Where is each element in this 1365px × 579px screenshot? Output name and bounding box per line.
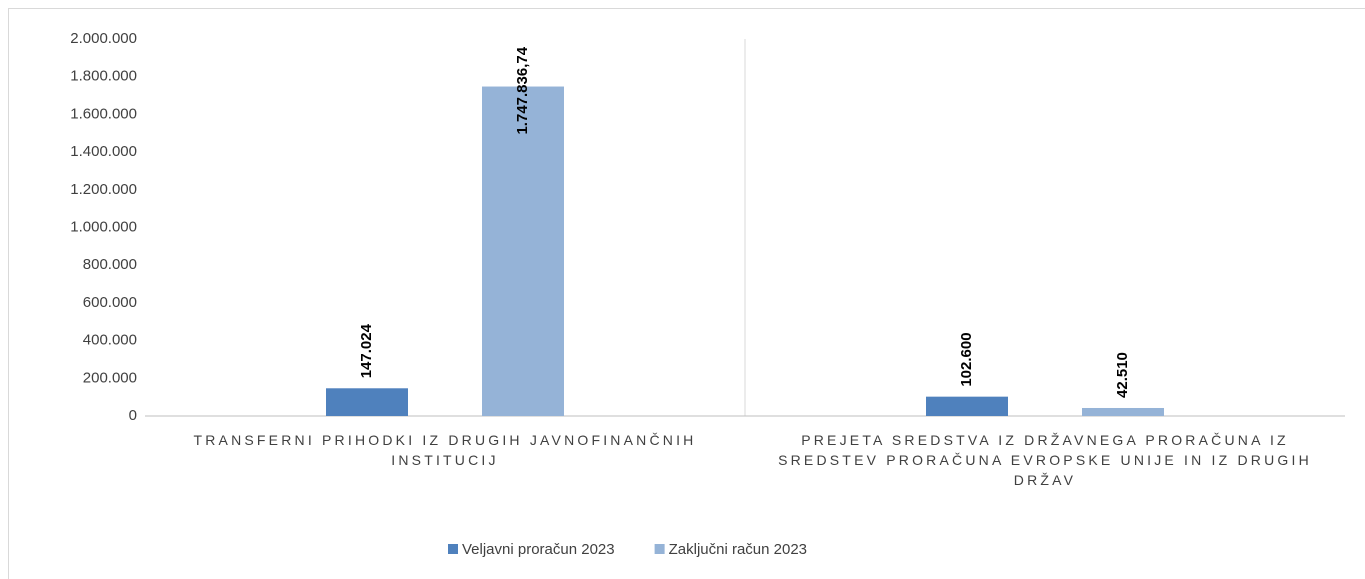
y-tick-label: 1.400.000 bbox=[70, 143, 137, 160]
y-tick-label: 800.000 bbox=[83, 256, 137, 273]
bar bbox=[482, 86, 564, 416]
y-tick-label: 0 bbox=[129, 407, 137, 424]
chart-border bbox=[8, 8, 1365, 579]
y-tick-label: 1.600.000 bbox=[70, 105, 137, 122]
x-tick-label: TRANSFERNI PRIHODKI IZ DRUGIH JAVNOFINAN… bbox=[193, 432, 697, 468]
data-label: 42.510 bbox=[1114, 352, 1131, 398]
data-label: 147.024 bbox=[358, 323, 375, 378]
y-tick-label: 1.200.000 bbox=[70, 181, 137, 198]
data-label: 1.747.836,74 bbox=[514, 46, 531, 134]
bar bbox=[926, 396, 1008, 416]
data-label: 102.600 bbox=[958, 332, 975, 386]
bar bbox=[326, 388, 408, 416]
y-tick-label: 2.000.000 bbox=[70, 30, 137, 47]
y-tick-label: 1.000.000 bbox=[70, 218, 137, 235]
y-tick-label: 600.000 bbox=[83, 294, 137, 311]
x-tick-label: PREJETA SREDSTVA IZ DRŽAVNEGA PRORAČUNA … bbox=[778, 432, 1312, 488]
legend-label: Zaključni račun 2023 bbox=[669, 541, 807, 558]
bar bbox=[1082, 407, 1164, 416]
legend-label: Veljavni proračun 2023 bbox=[462, 541, 615, 558]
legend-swatch bbox=[448, 544, 458, 554]
legend-swatch bbox=[654, 544, 665, 554]
y-tick-label: 400.000 bbox=[83, 332, 137, 349]
y-tick-label: 200.000 bbox=[83, 369, 137, 386]
y-tick-label: 1.800.000 bbox=[70, 68, 137, 85]
